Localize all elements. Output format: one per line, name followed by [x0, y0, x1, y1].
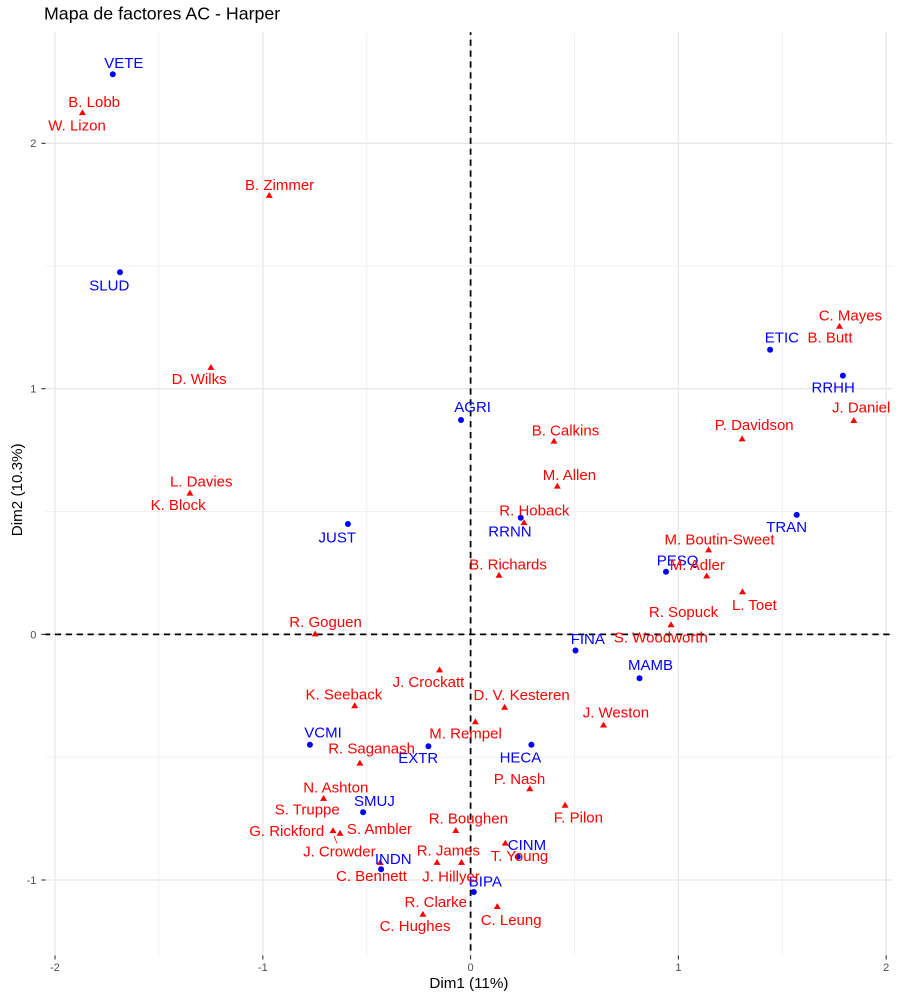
svg-text:J. Hillyer: J. Hillyer: [422, 868, 480, 885]
svg-text:2: 2: [30, 138, 36, 150]
svg-text:J. Weston: J. Weston: [583, 705, 649, 722]
svg-text:D. Wilks: D. Wilks: [172, 371, 227, 388]
svg-text:B. Calkins: B. Calkins: [532, 423, 600, 440]
svg-text:CINM: CINM: [508, 837, 546, 854]
svg-text:P. Nash: P. Nash: [494, 771, 545, 788]
svg-text:S. Truppe: S. Truppe: [275, 801, 340, 818]
svg-text:N. Ashton: N. Ashton: [303, 780, 368, 797]
svg-text:2: 2: [883, 962, 889, 974]
svg-text:INDN: INDN: [375, 851, 412, 868]
svg-text:-1: -1: [27, 875, 37, 887]
svg-text:HECA: HECA: [500, 749, 542, 766]
svg-text:PESQ: PESQ: [657, 552, 699, 569]
svg-text:B. Lobb: B. Lobb: [68, 94, 120, 111]
svg-text:1: 1: [30, 384, 36, 396]
svg-text:RRHH: RRHH: [812, 380, 855, 397]
svg-text:S. Woodworth: S. Woodworth: [614, 630, 708, 647]
svg-text:K. Block: K. Block: [151, 497, 207, 514]
svg-text:K. Seeback: K. Seeback: [306, 687, 383, 704]
svg-text:M. Rempel: M. Rempel: [429, 726, 502, 743]
svg-text:W. Lizon: W. Lizon: [48, 118, 106, 135]
svg-text:SMUJ: SMUJ: [354, 793, 395, 810]
svg-text:1: 1: [675, 962, 681, 974]
svg-text:Dim2 (10.3%): Dim2 (10.3%): [9, 443, 26, 536]
svg-text:-2: -2: [50, 962, 60, 974]
svg-text:M. Adler: M. Adler: [670, 557, 725, 574]
svg-text:J. Crowder: J. Crowder: [303, 843, 376, 860]
svg-text:RRNN: RRNN: [488, 524, 531, 541]
svg-text:JUST: JUST: [319, 529, 357, 546]
svg-text:C. Mayes: C. Mayes: [819, 307, 882, 324]
svg-text:P. Davidson: P. Davidson: [715, 417, 794, 434]
svg-text:BIPA: BIPA: [469, 874, 502, 891]
svg-text:TRAN: TRAN: [766, 519, 807, 536]
svg-text:FINA: FINA: [571, 631, 605, 648]
svg-text:R. Sopuck: R. Sopuck: [649, 604, 719, 621]
svg-text:B. Butt: B. Butt: [808, 330, 854, 347]
svg-text:J. Daniel: J. Daniel: [832, 400, 890, 417]
svg-text:ETIC: ETIC: [765, 330, 799, 347]
svg-text:AGRI: AGRI: [454, 399, 491, 416]
svg-text:R. Saganash: R. Saganash: [328, 740, 415, 757]
svg-text:M. Boutin-Sweet: M. Boutin-Sweet: [665, 531, 776, 548]
svg-text:D. V. Kesteren: D. V. Kesteren: [474, 687, 570, 704]
svg-text:VETE: VETE: [104, 55, 143, 72]
svg-text:0: 0: [30, 629, 36, 641]
svg-text:R. Hoback: R. Hoback: [499, 503, 570, 520]
svg-text:C. Leung: C. Leung: [481, 912, 542, 929]
svg-text:C. Bennett: C. Bennett: [336, 868, 408, 885]
svg-text:M. Allen: M. Allen: [543, 467, 596, 484]
svg-text:B. Richards: B. Richards: [469, 556, 547, 573]
svg-text:MAMB: MAMB: [628, 657, 673, 674]
svg-text:Dim1 (11%): Dim1 (11%): [429, 975, 508, 992]
svg-text:EXTR: EXTR: [398, 750, 438, 767]
svg-text:S. Ambler: S. Ambler: [347, 821, 412, 838]
svg-text:L. Davies: L. Davies: [170, 474, 233, 491]
svg-text:G. Rickford: G. Rickford: [249, 823, 324, 840]
svg-text:SLUD: SLUD: [89, 277, 129, 294]
svg-text:L. Toet: L. Toet: [732, 597, 778, 614]
svg-text:R. Clarke: R. Clarke: [405, 894, 468, 911]
svg-text:R. Goguen: R. Goguen: [289, 614, 362, 631]
svg-text:C. Hughes: C. Hughes: [380, 918, 451, 935]
svg-text:R. James: R. James: [417, 843, 480, 860]
svg-text:R. Boughen: R. Boughen: [429, 811, 508, 828]
svg-text:J. Crockatt: J. Crockatt: [393, 674, 466, 691]
svg-text:T. Young: T. Young: [491, 848, 549, 865]
svg-text:B. Zimmer: B. Zimmer: [245, 177, 314, 194]
svg-text:F. Pilon: F. Pilon: [554, 810, 603, 827]
svg-text:Mapa de factores AC - Harper: Mapa de factores AC - Harper: [44, 4, 280, 24]
svg-text:-1: -1: [258, 962, 268, 974]
svg-text:0: 0: [468, 962, 474, 974]
svg-text:VCMI: VCMI: [304, 725, 342, 742]
